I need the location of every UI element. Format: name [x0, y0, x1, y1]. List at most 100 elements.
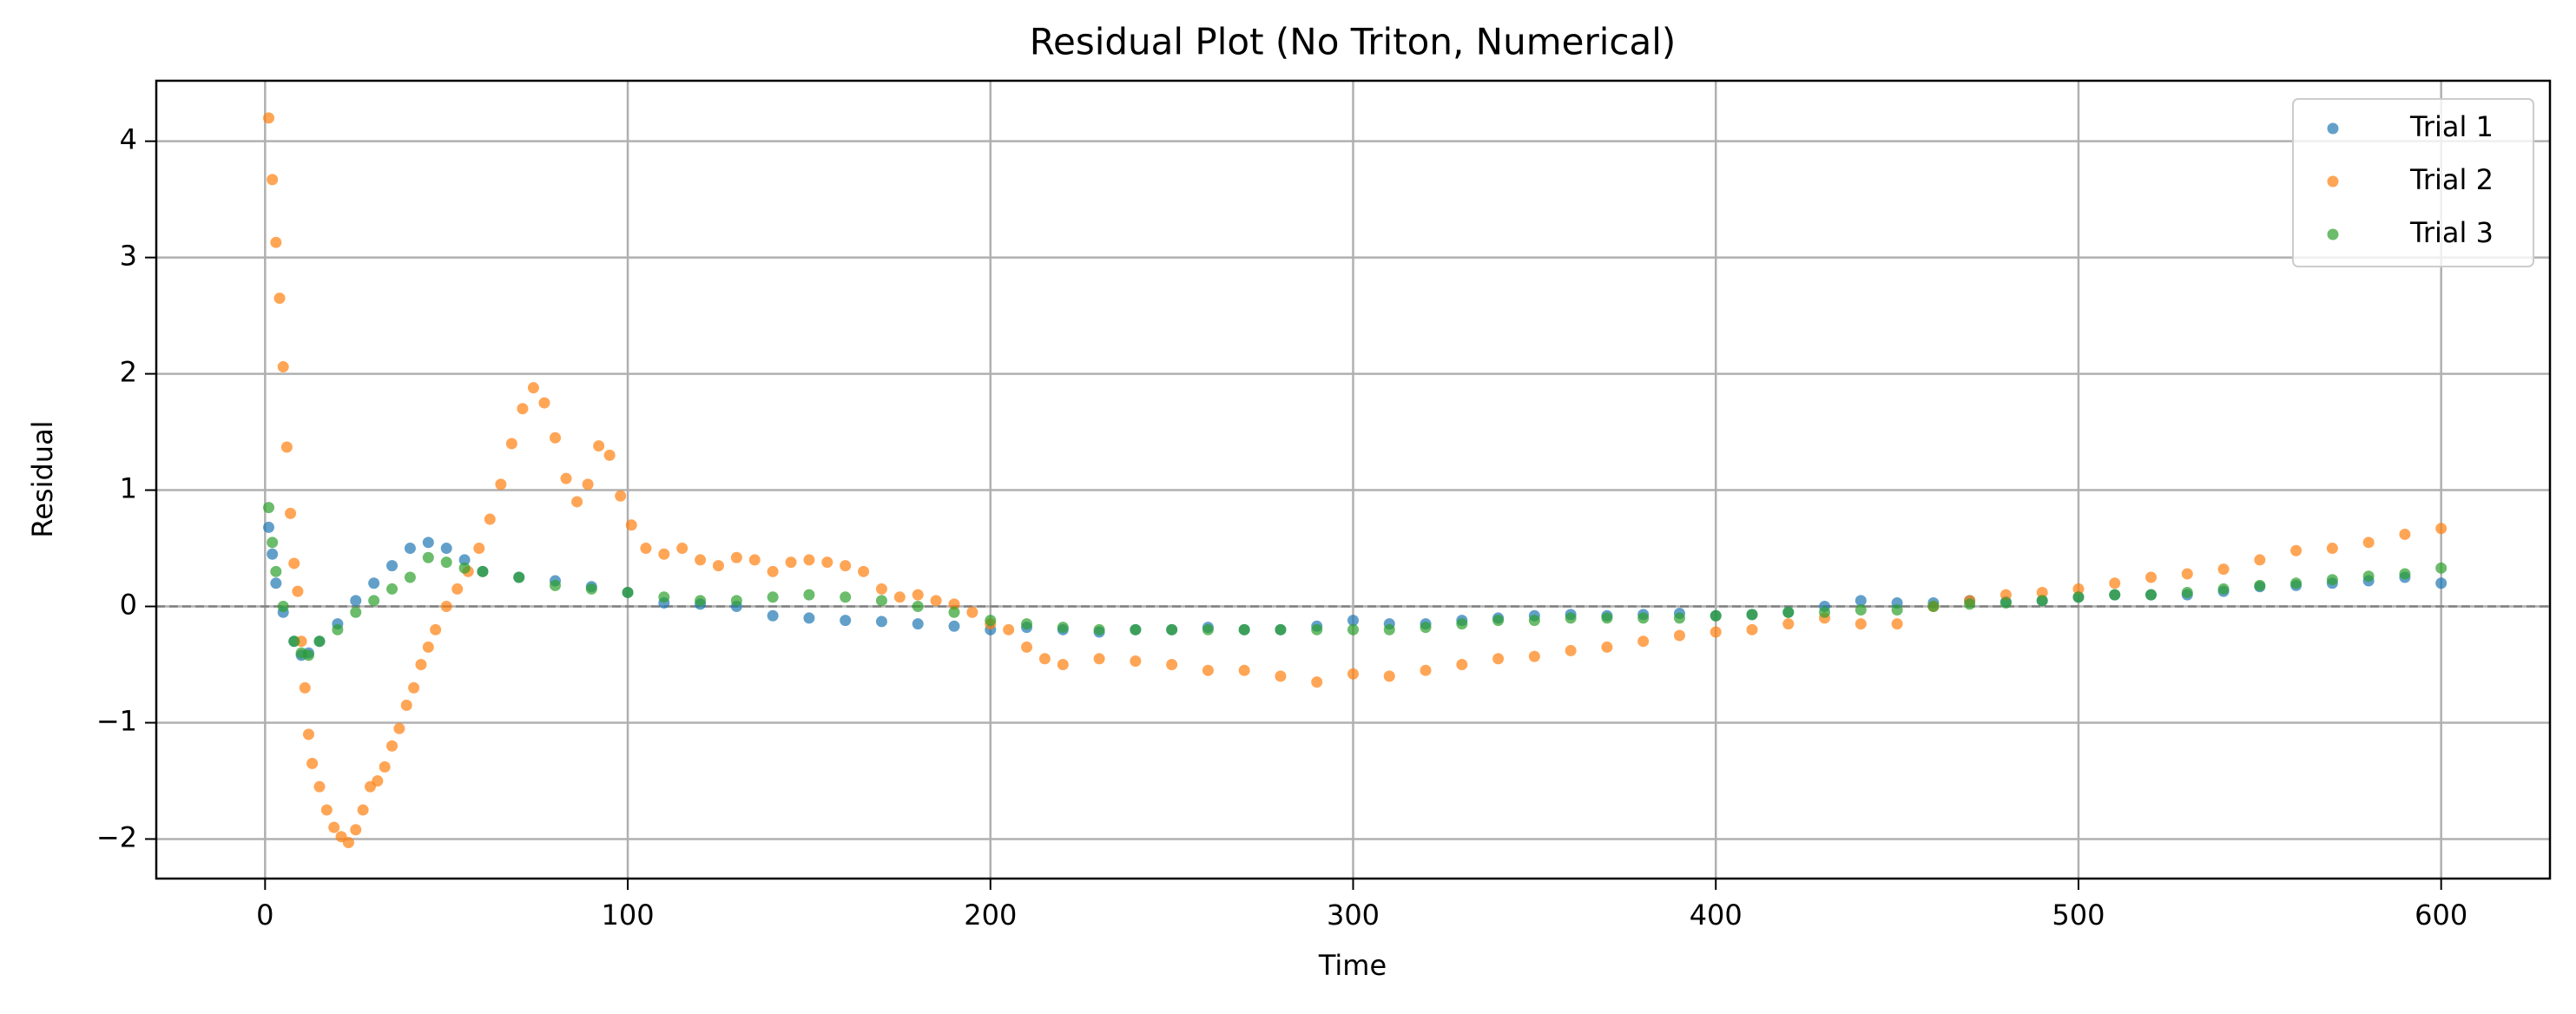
x-tick-label: 0: [256, 899, 273, 932]
point: [1130, 623, 1142, 635]
point: [313, 780, 326, 793]
point: [840, 615, 852, 627]
y-axis-label: Residual: [26, 420, 59, 537]
point: [350, 824, 362, 836]
point: [2000, 597, 2012, 609]
legend-label: Trial 1: [2409, 110, 2494, 143]
point: [408, 681, 420, 694]
legend-marker: [2327, 122, 2339, 135]
point: [386, 740, 399, 752]
point: [948, 598, 960, 610]
x-tick-label: 300: [1327, 899, 1380, 932]
point: [1275, 623, 1287, 635]
point: [658, 591, 670, 603]
point: [1492, 615, 1505, 627]
point: [400, 699, 412, 711]
point: [785, 556, 797, 569]
point: [1057, 659, 1069, 671]
point: [803, 612, 815, 624]
point: [840, 591, 852, 603]
point: [1311, 623, 1323, 635]
point: [262, 112, 274, 124]
point: [550, 431, 561, 444]
point: [912, 601, 924, 613]
point: [2000, 589, 2012, 601]
point: [1782, 606, 1795, 618]
point: [262, 502, 274, 514]
point: [803, 589, 815, 601]
y-tick-label: −2: [96, 820, 137, 853]
point: [1057, 622, 1069, 634]
point: [2181, 568, 2193, 580]
point: [550, 579, 561, 591]
point: [320, 804, 333, 816]
point: [1202, 664, 1214, 676]
point: [372, 774, 384, 787]
point: [270, 236, 282, 248]
point: [966, 606, 978, 618]
point: [560, 472, 572, 484]
point: [2109, 589, 2121, 601]
point: [930, 595, 942, 607]
legend-box: [2292, 98, 2534, 267]
point: [277, 601, 289, 613]
point: [302, 649, 314, 662]
point: [1601, 641, 1613, 653]
point: [1456, 618, 1468, 630]
point: [1565, 612, 1577, 624]
point: [603, 449, 616, 461]
point: [821, 556, 833, 569]
point: [985, 615, 997, 627]
point: [1819, 606, 1831, 618]
point: [538, 397, 550, 409]
plot-frame: [155, 79, 2552, 880]
point: [1130, 655, 1142, 667]
x-tick-label: 200: [964, 899, 1017, 932]
point: [386, 560, 399, 572]
point: [2399, 568, 2411, 580]
point: [2435, 523, 2448, 535]
x-tick-label: 600: [2415, 899, 2467, 932]
point: [484, 513, 496, 525]
point: [332, 623, 344, 635]
point: [1855, 595, 1867, 607]
point: [1347, 623, 1359, 635]
point: [1528, 650, 1540, 662]
y-tick-label: 4: [120, 123, 137, 156]
point: [593, 440, 605, 452]
point: [1093, 623, 1105, 635]
point: [404, 571, 416, 583]
point: [1420, 664, 1432, 676]
point: [767, 609, 779, 622]
point: [2435, 562, 2448, 574]
point: [267, 174, 279, 186]
y-tick-label: 1: [120, 472, 137, 505]
point: [1855, 604, 1867, 616]
point: [571, 496, 583, 508]
point: [2181, 586, 2193, 598]
point: [2072, 583, 2085, 595]
point: [615, 490, 627, 502]
point: [415, 659, 427, 671]
point: [495, 478, 507, 491]
x-tick-label: 100: [602, 899, 655, 932]
point: [1166, 623, 1178, 635]
point: [313, 635, 326, 648]
point: [2109, 577, 2121, 589]
point: [1275, 670, 1287, 682]
x-tick-label: 400: [1690, 899, 1743, 932]
point: [527, 382, 539, 394]
x-tick-label: 500: [2052, 899, 2105, 932]
point: [1673, 612, 1685, 624]
point: [440, 556, 452, 569]
point: [2435, 577, 2448, 589]
point: [695, 595, 707, 607]
point: [893, 591, 906, 603]
point: [1782, 618, 1795, 630]
point: [730, 551, 742, 563]
point: [517, 403, 529, 415]
point: [2217, 563, 2230, 576]
point: [1383, 623, 1395, 635]
point: [2217, 583, 2230, 595]
